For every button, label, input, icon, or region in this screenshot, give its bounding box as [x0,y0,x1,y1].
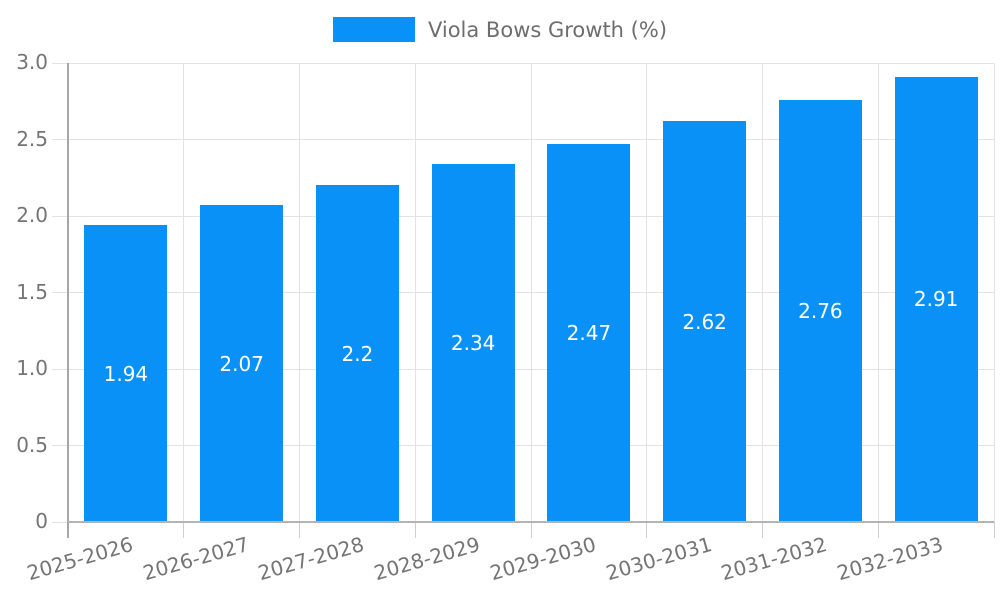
x-tick-mark [414,522,416,538]
y-tick-label: 1.0 [16,356,48,381]
y-axis-line [67,63,69,538]
gridline [52,139,994,140]
x-tick-mark [762,522,763,538]
bar-value-label: 2.2 [341,341,374,366]
bar-value-label: 2.91 [913,287,959,312]
bar[interactable]: 1.94 [84,225,168,522]
x-tick-mark [299,522,300,538]
bar[interactable]: 2.2 [315,185,399,522]
x-tick-label: 2030-2031 [602,532,715,586]
y-tick-label: 0.5 [16,432,48,457]
x-tick-mark [993,522,995,538]
gridline [52,292,994,293]
bar-value-label: 2.34 [450,330,496,355]
bar-value-label: 2.76 [798,298,843,323]
y-tick-label: 3.0 [16,50,48,75]
gridline [52,521,68,523]
y-tick-label: 2.5 [16,126,48,151]
bar-value-label: 2.62 [682,309,727,334]
bar-value-label: 2.07 [219,351,264,376]
legend-swatch [332,17,415,42]
x-tick-mark [646,522,648,538]
gridline [993,63,995,522]
gridline [530,63,532,522]
x-tick-label: 2028-2029 [371,532,483,586]
bar[interactable]: 2.62 [663,121,747,522]
gridline [183,63,185,522]
gridline [646,63,648,522]
bar[interactable]: 2.34 [431,163,515,522]
gridline [52,368,994,370]
bar-value-label: 2.47 [566,321,612,346]
legend-label: Viola Bows Growth (%) [427,17,668,42]
x-tick-mark [877,522,879,538]
gridline [762,63,763,522]
x-tick-label: 2032-2033 [834,532,946,586]
gridline [52,62,994,64]
x-axis-line [68,521,994,523]
gridline [52,445,994,446]
y-tick-label: 0 [35,509,48,534]
x-tick-label: 2025-2026 [24,532,136,586]
x-tick-label: 2027-2028 [255,532,367,586]
x-tick-label: 2031-2032 [718,532,830,586]
bar[interactable]: 2.76 [778,99,862,522]
x-tick-mark [183,522,185,538]
gridline [52,215,994,217]
bar[interactable]: 2.91 [894,76,978,522]
x-tick-mark [530,522,532,538]
bar-value-label: 1.94 [103,361,149,386]
bar[interactable]: 2.47 [547,144,631,522]
gridline [299,63,300,522]
x-tick-label: 2026-2027 [139,532,252,586]
gridline [877,63,879,522]
y-tick-label: 1.5 [16,279,48,304]
y-tick-label: 2.0 [16,203,48,228]
gridline [414,63,416,522]
legend[interactable]: Viola Bows Growth (%) [0,17,1000,42]
x-tick-label: 2029-2030 [487,532,599,586]
bar[interactable]: 2.07 [200,205,284,522]
